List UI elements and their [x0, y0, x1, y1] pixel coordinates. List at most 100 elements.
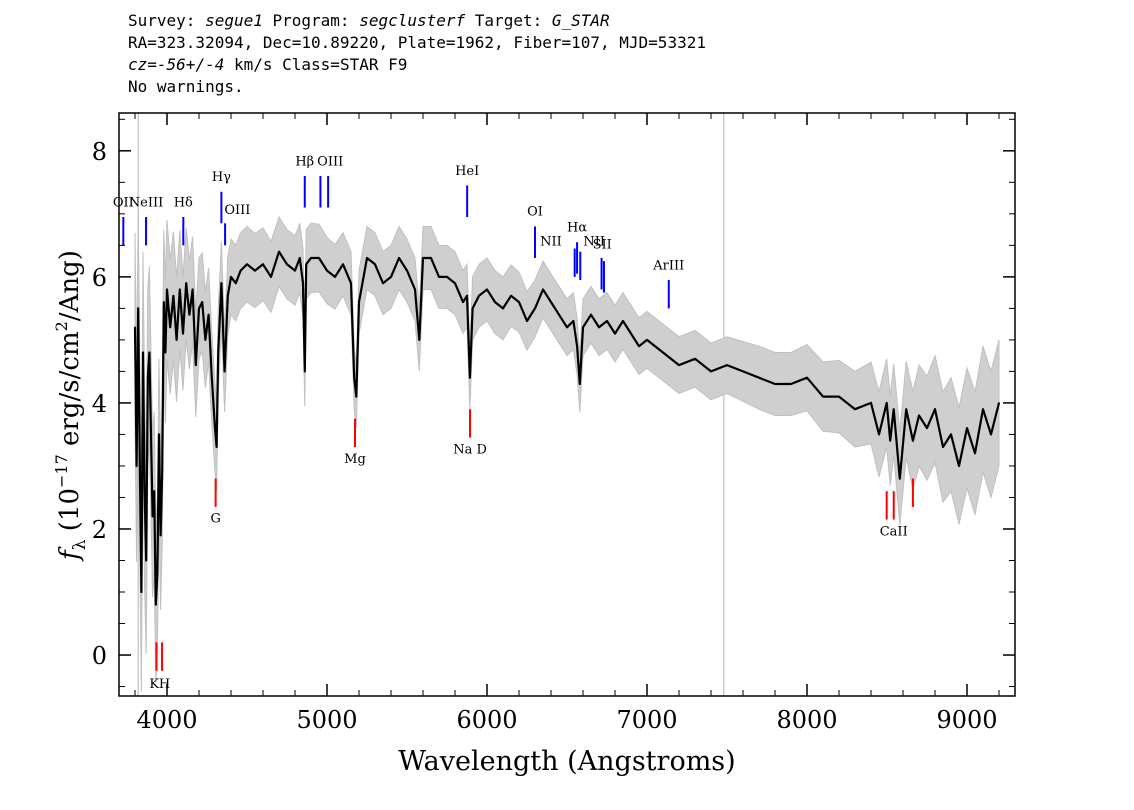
flux-point [151, 515, 154, 518]
flux-point [885, 402, 888, 404]
x-tick-label: 7000 [616, 706, 677, 734]
emission-line-label: OII [113, 195, 134, 210]
flux-point [438, 276, 440, 278]
flux-point [201, 301, 203, 303]
flux-point [598, 326, 600, 329]
flux-point [582, 326, 584, 329]
flux-point [148, 351, 151, 354]
flux-point [630, 332, 632, 335]
absorption-line-label: G [210, 512, 220, 527]
flux-point [806, 376, 808, 379]
flux-point [137, 307, 139, 310]
x-tick-label: 6000 [456, 706, 517, 734]
flux-point [223, 370, 226, 373]
program-label: Program: [262, 11, 360, 30]
flux-point [454, 282, 456, 284]
flux-point [899, 477, 901, 480]
flux-point [143, 490, 146, 492]
flux-point [502, 307, 504, 310]
flux-point [926, 427, 928, 429]
flux-point [726, 364, 728, 366]
flux-point [542, 288, 544, 291]
flux-point [355, 395, 358, 398]
flux-point [302, 282, 304, 284]
flux-point [169, 326, 171, 329]
emission-line-label: Hα [567, 220, 587, 235]
absorption-line-label: H [159, 677, 170, 692]
absorption-line-label: K [149, 677, 159, 692]
flux-point [278, 250, 280, 253]
flux-point [145, 559, 147, 562]
flux-point [163, 301, 165, 303]
flux-point [966, 427, 968, 429]
flux-point [534, 307, 536, 310]
emission-line-label: Hδ [174, 195, 193, 210]
flux-point [466, 294, 468, 297]
flux-point [471, 307, 474, 310]
flux-point [134, 326, 136, 329]
plot-content [133, 113, 1001, 696]
flux-point [390, 276, 392, 278]
flux-point [179, 288, 181, 291]
flux-point [334, 276, 336, 278]
x-tick-label: 8000 [776, 706, 837, 734]
flux-point [262, 263, 264, 266]
flux-point [614, 332, 616, 335]
y-axis-label: fλ (10−17 erg/s/cm2/Ang) [52, 250, 90, 562]
flux-point [270, 276, 272, 278]
flux-point [294, 269, 296, 272]
flux-point [305, 263, 308, 266]
x-axis-label: Wavelength (Angstroms) [398, 746, 735, 777]
flux-point [934, 408, 936, 411]
flux-point [878, 433, 880, 436]
x-tick-label: 9000 [936, 706, 997, 734]
absorption-line-label: Na D [453, 442, 487, 457]
flux-point [478, 294, 480, 297]
flux-point [310, 257, 312, 259]
flux-point [892, 408, 895, 411]
cz-value: -56+/-4 [156, 55, 225, 74]
flux-point [350, 282, 352, 284]
flux-point [374, 263, 376, 266]
flux-point [215, 446, 218, 448]
emission-line-label: HeI [455, 164, 479, 179]
emission-line-label: OI [527, 205, 543, 220]
flux-point [469, 376, 471, 379]
emission-line-label: Hγ [212, 170, 231, 185]
absorption-line-label: CaII [880, 524, 908, 539]
flux-point [142, 351, 144, 354]
flux-point [758, 376, 760, 379]
flux-point [566, 326, 568, 329]
flux-point [422, 257, 424, 259]
flux-point [182, 332, 184, 335]
y-tick-label: 4 [92, 390, 107, 418]
flux-point [326, 269, 328, 272]
flux-point [694, 358, 696, 360]
flux-point [974, 452, 976, 455]
flux-point [155, 603, 157, 606]
program-value: segclusterf [359, 11, 466, 30]
flux-point [414, 288, 416, 291]
flux-point [790, 383, 792, 385]
class-text: km/s Class=STAR F9 [224, 55, 408, 74]
y-tick-label: 0 [92, 642, 107, 670]
flux-point [889, 439, 891, 442]
flux-point [418, 339, 421, 341]
x-tick-label: 5000 [296, 706, 357, 734]
emission-line-label: ArIII [652, 258, 684, 273]
flux-point [204, 339, 207, 341]
flux-point [838, 395, 840, 398]
flux-point [214, 427, 216, 429]
flux-point [153, 490, 155, 492]
flux-point [486, 288, 488, 291]
flux-point [166, 288, 168, 291]
header-line-2: RA=323.32094, Dec=10.89220, Plate=1962, … [128, 33, 706, 52]
flux-point [622, 320, 624, 322]
flux-point [638, 345, 640, 348]
flux-point [185, 282, 187, 284]
survey-value: segue1 [205, 11, 263, 30]
flux-point [958, 465, 960, 467]
flux-point [230, 276, 232, 278]
flux-point [164, 351, 167, 354]
flux-point [175, 339, 178, 341]
